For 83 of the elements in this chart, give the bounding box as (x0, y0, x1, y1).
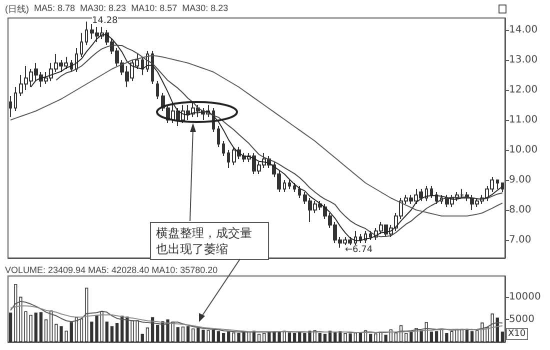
bar (282, 330, 286, 342)
bar (146, 328, 150, 342)
annotation: 14.28 (92, 16, 118, 27)
text: X10 (506, 328, 528, 340)
y-tick-label: 14.00 (509, 24, 538, 36)
bar (80, 318, 84, 342)
bar (181, 326, 185, 342)
bar (44, 319, 48, 342)
candlestick (227, 150, 230, 168)
bar (318, 332, 322, 342)
bar (212, 330, 215, 342)
bar (476, 330, 479, 342)
text: MA30: 8.23 (80, 3, 126, 15)
bar (354, 332, 357, 342)
candlestick (75, 48, 78, 72)
candlestick (369, 230, 372, 240)
bar (430, 332, 434, 342)
bar (192, 328, 195, 342)
candlestick (141, 56, 144, 76)
bar (50, 310, 53, 342)
candlestick (217, 126, 220, 148)
bar (470, 331, 474, 342)
bar (186, 326, 190, 342)
bar (105, 322, 108, 342)
y-tick-label: 7.00 (509, 234, 532, 246)
candlestick (283, 180, 286, 192)
bar (39, 312, 43, 342)
bar (262, 332, 266, 342)
bar (323, 334, 327, 342)
bar (34, 312, 38, 342)
bar (110, 326, 114, 342)
bar (70, 322, 73, 342)
y-tick-label: 11.00 (509, 114, 538, 126)
bar (257, 334, 261, 342)
candlestick (222, 140, 225, 156)
bar (115, 323, 119, 342)
y-tick-label: 5000 (509, 314, 534, 325)
bar (176, 327, 180, 342)
candlestick (14, 86, 17, 112)
candlestick (430, 186, 433, 198)
bar (394, 332, 398, 342)
bar (85, 288, 88, 342)
bar (216, 331, 220, 342)
bar (500, 332, 504, 342)
y-tick-label: 10.00 (509, 144, 538, 156)
candlestick (85, 21, 88, 46)
bar (328, 330, 332, 342)
candlestick (9, 96, 12, 118)
bar (156, 324, 160, 342)
candlestick (425, 186, 428, 202)
chart-title: (日线) (5, 3, 29, 16)
candlestick (293, 182, 296, 192)
bar (140, 334, 144, 342)
candlestick (288, 180, 291, 190)
candlestick (359, 234, 362, 244)
bar (222, 332, 226, 342)
candlestick (80, 32, 83, 58)
y-tick-label: 9.00 (509, 174, 532, 186)
bar (227, 332, 230, 342)
line-series (10, 55, 503, 216)
y-tick-label: 12.00 (509, 84, 538, 96)
y-tick-label: 10000 (509, 291, 541, 302)
bar (404, 332, 408, 342)
bar (14, 284, 18, 342)
annotation: 横盘整理，成交量也出现了萎缩 (150, 222, 269, 260)
text: MA10: 8.57 (131, 3, 178, 15)
bar (434, 331, 438, 342)
candlestick (298, 186, 301, 198)
text: MA30: 8.23 (182, 3, 228, 15)
candlestick (496, 180, 499, 190)
bar (369, 334, 372, 342)
bar (8, 312, 12, 342)
text: MA5: 8.78 (34, 3, 76, 15)
bar (288, 332, 292, 342)
y-tick-label: 13.00 (509, 54, 538, 66)
candlestick (156, 80, 159, 100)
bar (334, 332, 337, 342)
bar (74, 317, 78, 342)
chart-title: VOLUME: 23409.94 MA5: 42028.40 MA10: 35780.20 (5, 265, 218, 275)
candlestick (501, 182, 504, 192)
y-tick-label: 8.00 (509, 204, 532, 216)
annotation: ←6.74 (345, 245, 373, 256)
bar (292, 332, 296, 342)
